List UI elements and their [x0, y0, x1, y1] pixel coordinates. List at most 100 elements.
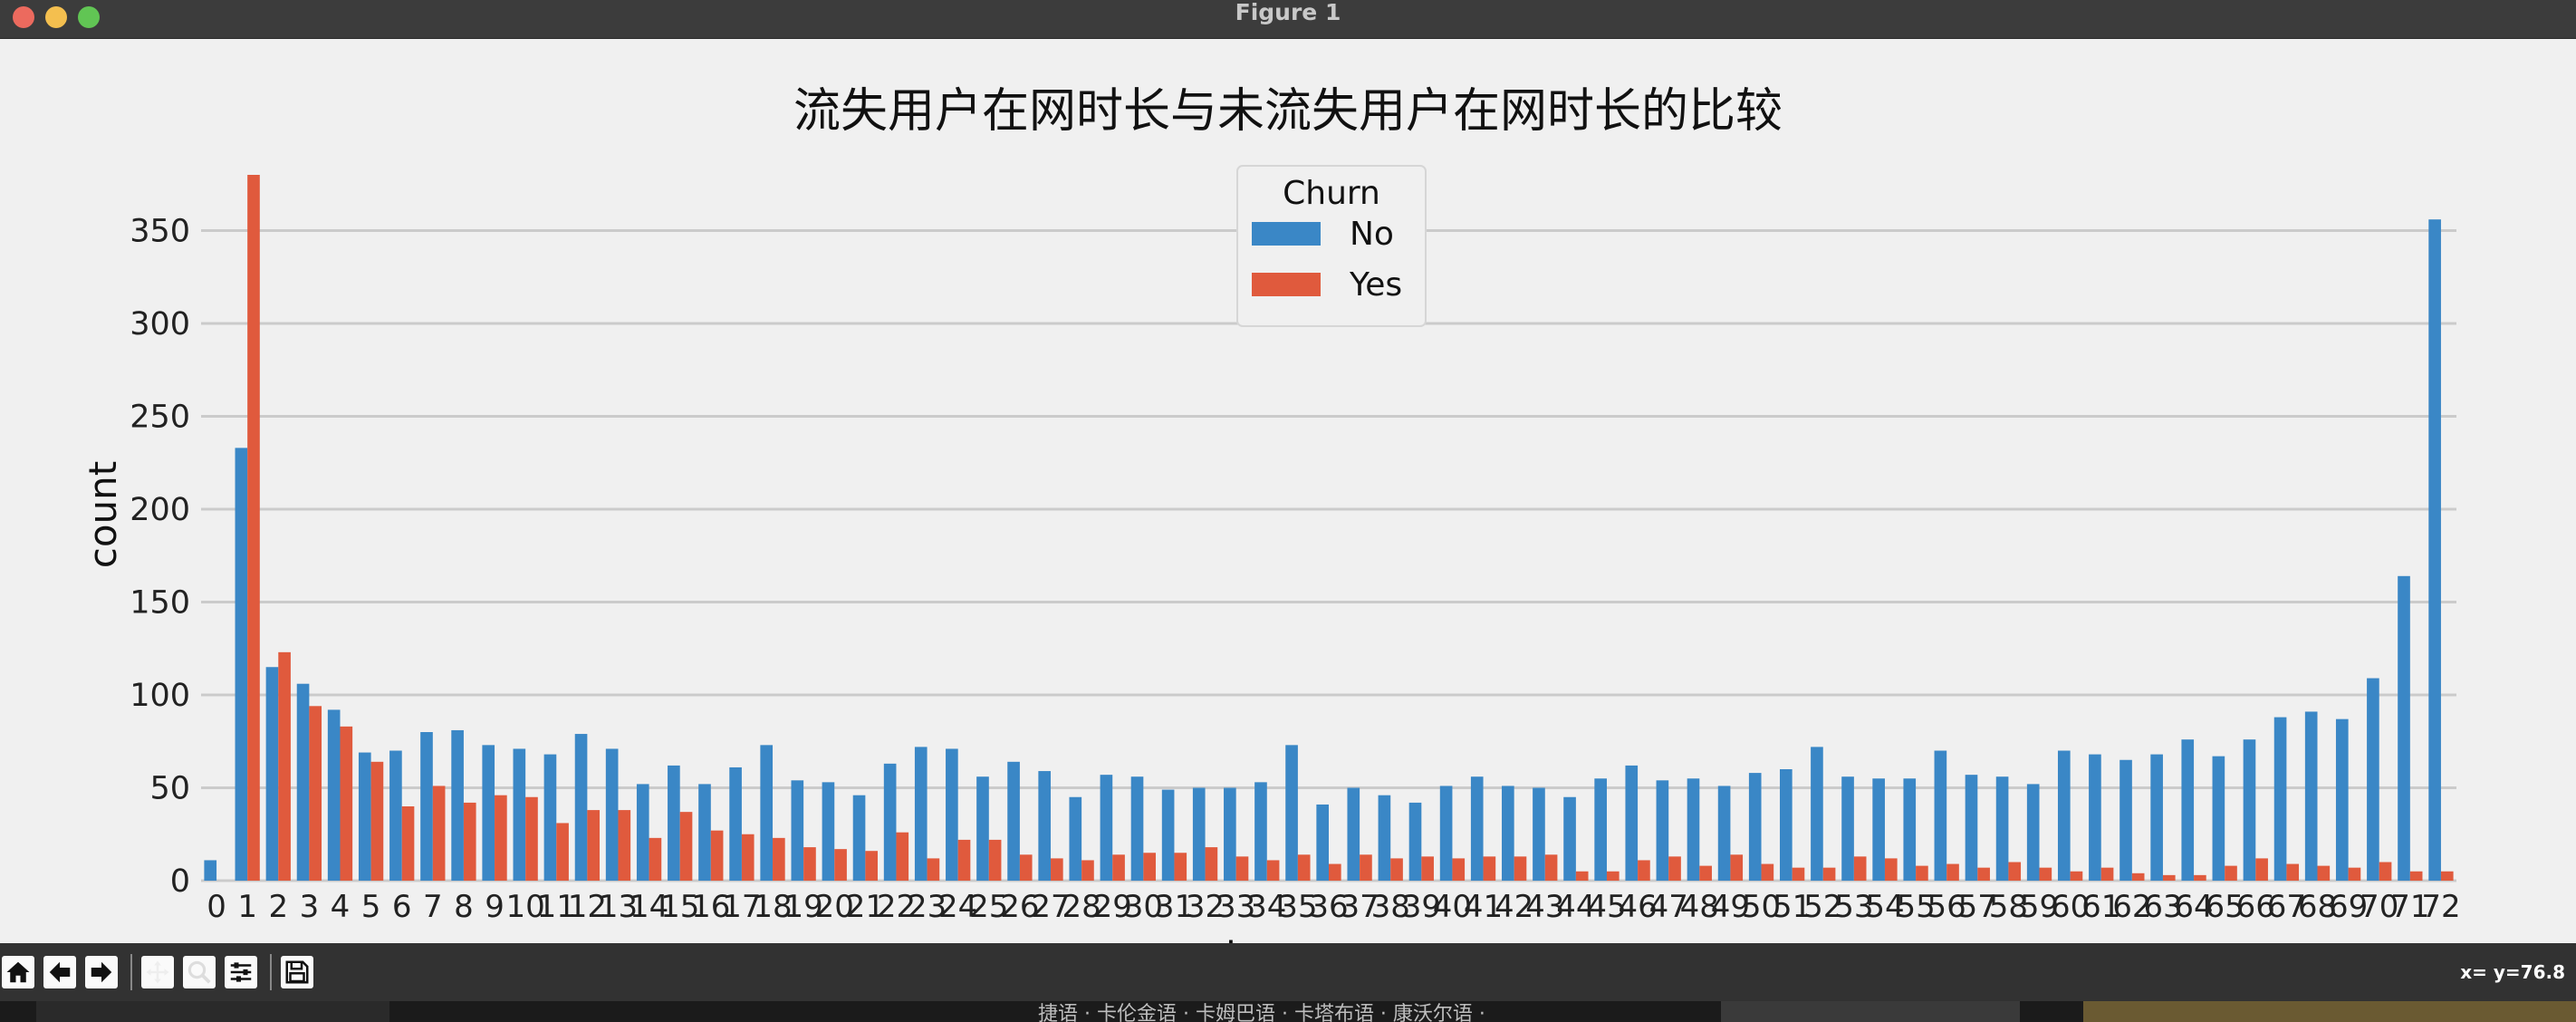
bar-no: [1748, 773, 1762, 881]
x-tick-label: 1: [237, 889, 257, 925]
home-button[interactable]: [2, 956, 34, 988]
bar-no: [2367, 678, 2379, 881]
x-tick-label: 22: [877, 889, 916, 925]
bar-yes: [773, 837, 785, 881]
bar-yes: [309, 706, 322, 881]
save-button[interactable]: [281, 956, 313, 988]
x-tick-label: 60: [2051, 889, 2090, 925]
bar-yes: [1668, 856, 1681, 881]
bar-yes: [2194, 874, 2206, 881]
x-tick-label: 53: [1834, 889, 1873, 925]
x-tick-label: 70: [2360, 889, 2398, 925]
bar-yes: [1575, 871, 1589, 881]
x-tick-label: 20: [815, 889, 854, 925]
arrow-left-icon: [49, 961, 71, 983]
bar-no: [1007, 761, 1020, 881]
forward-button[interactable]: [85, 956, 118, 988]
x-tick-label: 12: [568, 889, 607, 925]
bar-no: [543, 754, 557, 881]
x-tick-label: 28: [1062, 889, 1101, 925]
figure-canvas[interactable]: 0 50 100 150 200 250 300 350 0 1 2 3 4 5 6 7 8 9 10 11 12 13 1…: [0, 39, 2576, 943]
x-tick-label: 26: [1000, 889, 1039, 925]
x-tick-label: 39: [1402, 889, 1441, 925]
x-tick-label: 69: [2329, 889, 2368, 925]
bar-yes: [1638, 860, 1650, 881]
bar-yes: [1792, 867, 1805, 881]
x-tick-label: 55: [1896, 889, 1935, 925]
bar-yes: [2039, 867, 2052, 881]
cursor-coordinates: x= y=76.8: [2460, 961, 2565, 983]
bar-no: [1130, 776, 1144, 881]
bar-no: [513, 748, 526, 881]
y-tick-label: 50: [149, 771, 190, 807]
bar-no: [1811, 747, 1823, 881]
x-tick-label: 44: [1556, 889, 1595, 925]
background-panel: [2083, 1001, 2576, 1022]
x-tick-label: 15: [660, 889, 699, 925]
bar-no: [1780, 769, 1793, 881]
bar-no: [605, 748, 619, 881]
background-window-strip: 捷语 · 卡伦金语 · 卡姆巴语 · 卡塔布语 · 康沃尔语 ·: [0, 1001, 2576, 1022]
bar-yes: [2070, 871, 2083, 881]
bar-no: [1995, 776, 2009, 881]
bar-no: [1563, 796, 1576, 881]
x-tick-label: 13: [599, 889, 638, 925]
x-tick-label: 71: [2390, 889, 2429, 925]
x-tick-label: 25: [969, 889, 1008, 925]
bar-yes: [525, 796, 538, 881]
bar-no: [1192, 787, 1206, 881]
x-tick-label: 37: [1340, 889, 1379, 925]
bar-yes: [1019, 854, 1033, 881]
bar-no: [1439, 786, 1453, 881]
bar-no: [668, 765, 680, 881]
legend-label-no: No: [1350, 216, 1394, 253]
y-axis-label: count: [81, 461, 125, 569]
bar-no: [1625, 765, 1639, 881]
x-tick-label: 3: [300, 889, 320, 925]
bar-no: [1841, 776, 1854, 881]
bar-yes: [988, 839, 1002, 881]
configure-subplots-button[interactable]: [225, 956, 257, 988]
bar-yes: [1051, 858, 1063, 881]
bar-yes: [741, 834, 755, 881]
bar-no: [1502, 786, 1514, 881]
bar-yes: [432, 786, 446, 881]
maximize-window-button[interactable]: [78, 6, 100, 28]
pan-button[interactable]: [141, 956, 174, 988]
x-tick-label: 42: [1495, 889, 1533, 925]
chart-title: 流失用户在网时长与未流失用户在网时长的比较: [793, 84, 1783, 139]
x-tick-label: 14: [630, 889, 668, 925]
bar-yes: [618, 810, 631, 881]
x-tick-label: 52: [1803, 889, 1842, 925]
bar-no: [636, 784, 649, 881]
bar-yes: [1360, 854, 1372, 881]
navigation-toolbar: x= y=76.8: [0, 943, 2576, 1001]
bar-yes: [649, 837, 662, 881]
bar-no: [1533, 787, 1545, 881]
bar-yes: [1329, 863, 1341, 881]
bar-no: [1408, 802, 1422, 881]
x-tick-label: 9: [485, 889, 505, 925]
bar-yes: [1946, 863, 1959, 881]
bar-no: [2089, 754, 2101, 881]
bar-no: [358, 752, 371, 881]
bar-yes: [2379, 862, 2392, 881]
x-tick-label: 50: [1742, 889, 1781, 925]
bar-no: [327, 709, 341, 881]
legend-title: Churn: [1283, 175, 1380, 212]
bar-yes: [1884, 858, 1898, 881]
close-window-button[interactable]: [13, 6, 34, 28]
bar-no: [204, 860, 217, 881]
bar-yes: [834, 849, 847, 881]
minimize-window-button[interactable]: [45, 6, 67, 28]
bar-yes: [1205, 847, 1218, 881]
bar-no: [1594, 778, 1607, 881]
x-tick-label: 62: [2112, 889, 2151, 925]
back-button[interactable]: [43, 956, 76, 988]
bar-no: [1224, 787, 1236, 881]
y-tick-label: 150: [130, 585, 190, 622]
bar-yes: [1112, 854, 1125, 881]
x-tick-label: 35: [1278, 889, 1317, 925]
zoom-button[interactable]: [183, 956, 216, 988]
bar-yes: [1916, 865, 1928, 881]
